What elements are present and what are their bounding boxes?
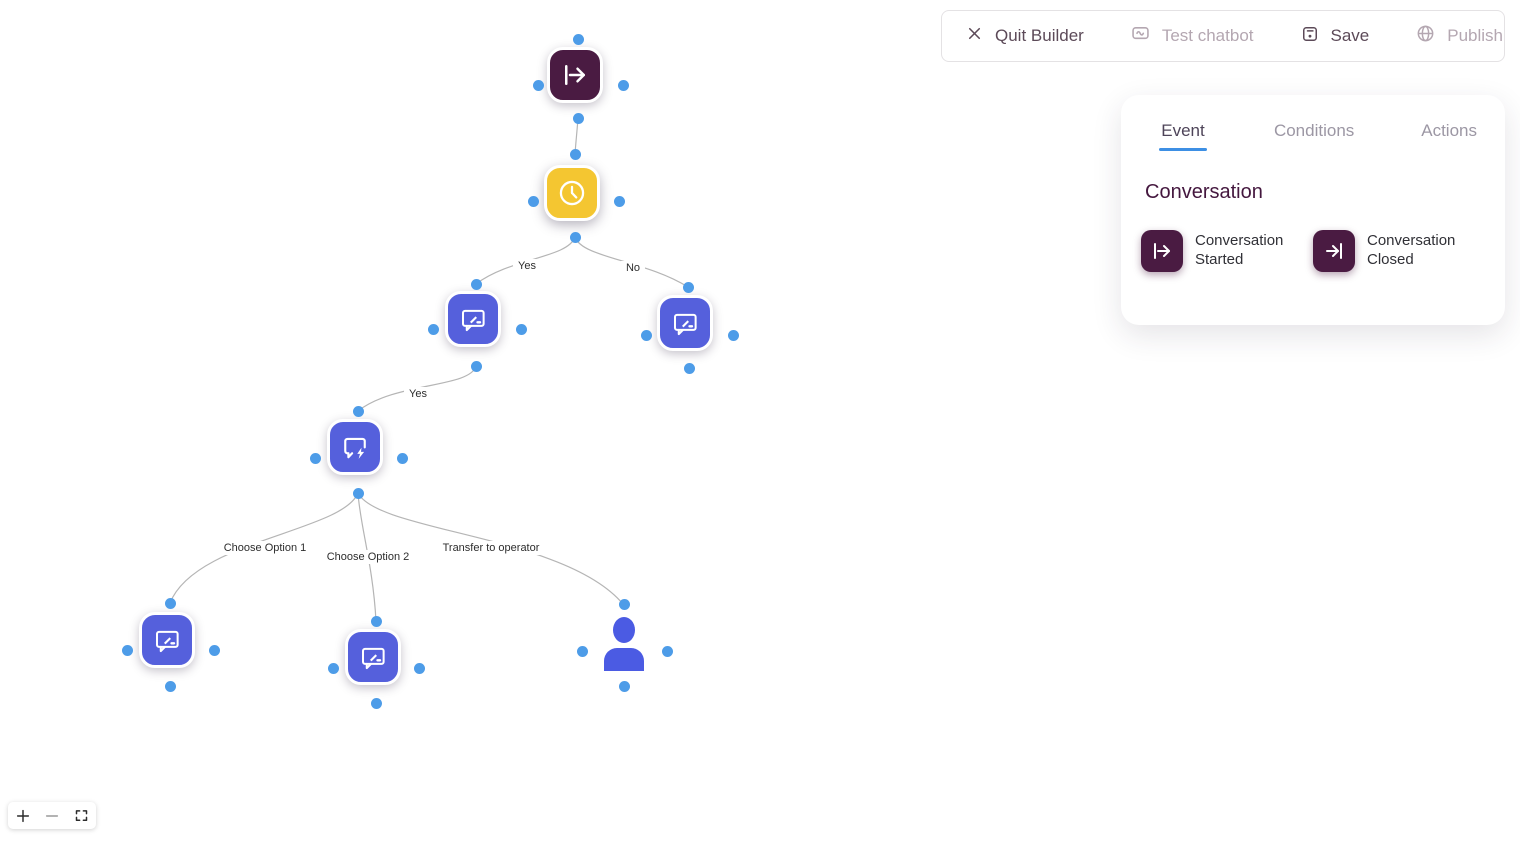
connector-dot[interactable] [309,452,321,464]
section-title-conversation: Conversation [1145,181,1263,203]
connector-dot[interactable] [164,597,176,609]
tab-actions-label: Actions [1421,121,1477,140]
message-edit-icon [670,308,700,338]
tab-conditions[interactable]: Conditions [1274,121,1354,151]
panel-item-conversation-started[interactable]: Conversation Started [1141,230,1313,272]
node-send-message-3[interactable] [139,612,195,668]
connector-dot[interactable] [572,33,584,45]
connector-dot[interactable] [470,278,482,290]
connector-dot[interactable] [527,195,539,207]
test-chatbot-button[interactable]: Test chatbot [1107,11,1277,61]
publish-label: Publish [1447,26,1504,45]
edge-option1 [169,492,359,604]
connector-dot[interactable] [618,598,630,610]
operator-person-icon [602,617,646,675]
edge-label-no: No [620,261,646,275]
edge-label-transfer: Transfer to operator [437,541,545,555]
tab-actions[interactable]: Actions [1421,121,1477,151]
panel-item-label: Conversation Closed [1367,232,1456,268]
connector-dot[interactable] [370,697,382,709]
edge-transfer [357,492,624,605]
node-send-message-1[interactable] [445,291,501,347]
connector-dot[interactable] [413,662,425,674]
message-edit-icon [358,642,388,672]
connector-dot[interactable] [661,645,673,657]
close-icon [965,24,984,48]
globe-icon [1415,23,1436,49]
node-send-message-2[interactable] [657,295,713,351]
conversation-started-icon [1141,230,1183,272]
node-send-message-4[interactable] [345,629,401,685]
message-edit-icon [152,625,182,655]
edge-clock-yes [475,236,576,285]
edge-label-option1: Choose Option 1 [218,541,312,555]
connector-dot[interactable] [396,452,408,464]
panel-tabs: Event Conditions Actions [1141,121,1485,151]
connector-dot[interactable] [576,645,588,657]
edge-message-yes [357,365,477,412]
tab-conditions-label: Conditions [1273,121,1355,140]
connector-dot[interactable] [352,487,364,499]
connector-dot[interactable] [683,362,695,374]
edge-label-yes-1: Yes [513,259,541,273]
quit-builder-label: Quit Builder [995,26,1084,45]
connector-dot[interactable] [515,323,527,335]
test-chatbot-label: Test chatbot [1161,26,1254,45]
node-transfer-to-operator[interactable] [602,617,646,671]
connector-dot[interactable] [427,323,439,335]
connector-dot[interactable] [208,644,220,656]
builder-toolbar: Quit Builder Test chatbot Save [941,10,1505,62]
panel-item-label: Conversation Started [1195,232,1284,268]
save-label: Save [1330,26,1370,45]
publish-button[interactable]: Publish [1392,11,1504,61]
clock-icon [556,177,588,209]
quit-builder-button[interactable]: Quit Builder [942,11,1107,61]
node-library-panel: Event Conditions Actions Conversation Co… [1121,95,1505,325]
tab-event-label: Event [1161,121,1205,140]
panel-item-conversation-closed[interactable]: Conversation Closed [1313,230,1485,272]
connector-dot[interactable] [727,329,739,341]
canvas-zoom-controls [8,802,96,829]
connector-dot[interactable] [618,680,630,692]
zoom-in-button[interactable] [11,804,35,828]
connector-dot[interactable] [370,615,382,627]
quick-replies-icon [340,432,370,462]
node-quick-replies[interactable] [327,419,383,475]
connector-dot[interactable] [569,231,581,243]
connector-dot[interactable] [164,680,176,692]
zoom-out-button[interactable] [40,804,64,828]
connector-dot[interactable] [617,79,629,91]
edge-label-option2: Choose Option 2 [321,550,415,564]
edge-option2 [357,492,377,622]
connector-dot[interactable] [640,329,652,341]
connector-dot[interactable] [121,644,133,656]
node-conversation-started[interactable] [547,47,603,103]
edge-label-yes-2: Yes [404,387,432,401]
panel-item-list: Conversation Started Conversation Closed [1141,230,1485,272]
node-delay[interactable] [544,165,600,221]
connector-dot[interactable] [613,195,625,207]
connector-dot[interactable] [352,405,364,417]
fit-screen-icon[interactable] [69,804,93,828]
conversation-closed-icon [1313,230,1355,272]
message-edit-icon [458,304,488,334]
connector-dot[interactable] [682,281,694,293]
edge-clock-no [574,236,689,288]
save-button[interactable]: Save [1277,11,1393,61]
connector-dot[interactable] [327,662,339,674]
tab-event[interactable]: Event [1159,121,1207,151]
active-tab-underline [1159,148,1207,151]
connector-dot[interactable] [470,360,482,372]
connector-dot[interactable] [532,79,544,91]
chat-bubble-icon [1130,23,1151,49]
conversation-started-icon [560,60,590,90]
save-icon [1300,24,1320,49]
connector-dot[interactable] [572,112,584,124]
connector-dot[interactable] [569,148,581,160]
